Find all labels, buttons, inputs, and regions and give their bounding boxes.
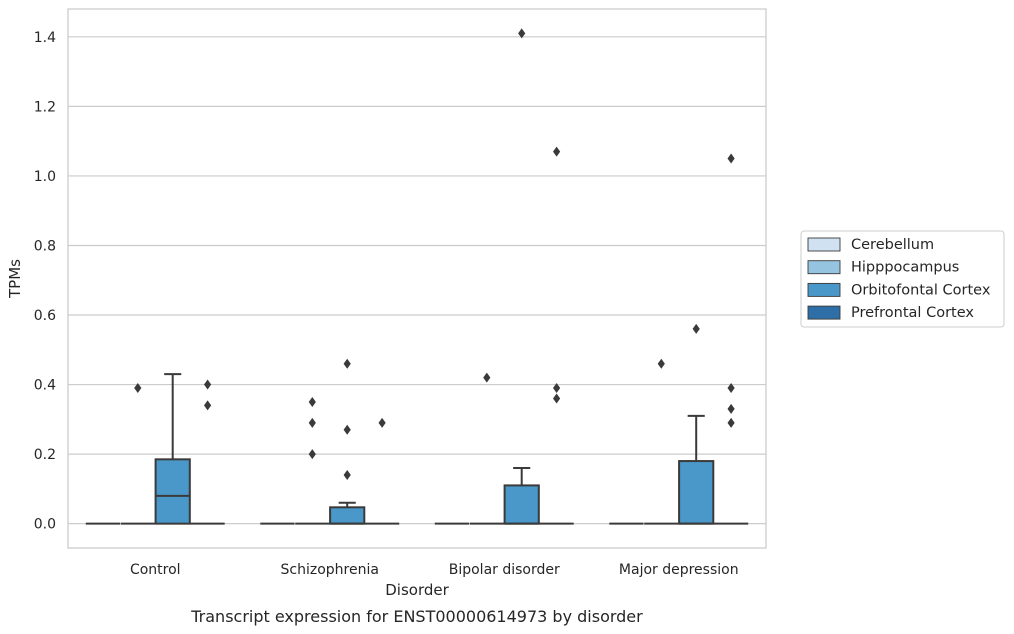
outlier-point: [657, 358, 665, 369]
legend-swatch: [807, 260, 841, 275]
box-orbitofontal-cortex: [503, 467, 540, 525]
legend-label: Hipppocampus: [851, 260, 959, 276]
box-orbitofontal-cortex: [678, 414, 715, 525]
legend-label: Orbitofontal Cortex: [851, 282, 991, 298]
outlier-point: [308, 417, 316, 428]
y-tick-label: 1.2: [34, 99, 56, 115]
y-tick-label: 0.6: [34, 308, 56, 324]
x-tick-label: Control: [130, 562, 181, 578]
chart-caption: Transcript expression for ENST0000061497…: [190, 607, 643, 626]
x-tick-label: Bipolar disorder: [449, 562, 560, 578]
legend-items: Cerebellum Hipppocampus Orbitofontal Corte…: [807, 237, 991, 321]
outlier-point: [518, 28, 526, 39]
x-axis-title: Disorder: [385, 581, 449, 599]
box-orbitofontal-cortex: [154, 373, 191, 525]
outlier-point: [727, 403, 735, 414]
y-tick-label: 0.2: [34, 447, 56, 463]
outlier-point: [343, 358, 351, 369]
legend-label: Cerebellum: [851, 237, 934, 253]
outlier-point: [134, 383, 142, 394]
x-tick-labels: Control Schizophrenia Bipolar disorder Majo…: [130, 562, 739, 578]
y-tick-label: 0.4: [34, 378, 56, 394]
outlier-point: [553, 383, 561, 394]
legend-item: Cerebellum: [807, 237, 934, 253]
outlier-point: [204, 379, 212, 390]
legend-swatch: [807, 305, 841, 320]
legend-item: Prefrontal Cortex: [807, 305, 974, 321]
box-body: [678, 460, 715, 525]
y-axis-title: TPMs: [6, 259, 24, 299]
outlier-point: [483, 372, 491, 383]
outlier-point: [308, 449, 316, 460]
outlier-point: [343, 469, 351, 480]
box-body: [329, 506, 366, 525]
outlier-points: [134, 28, 735, 480]
y-tick-labels: 0.0 0.2 0.4 0.6 0.8 1.0 1.2 1.4: [34, 30, 56, 533]
x-tick-label: Major depression: [619, 562, 739, 578]
legend-label: Prefrontal Cortex: [851, 305, 974, 321]
box-body: [503, 484, 540, 525]
legend-swatch: [807, 282, 841, 297]
outlier-point: [692, 323, 700, 334]
outlier-point: [727, 153, 735, 164]
y-tick-label: 0.8: [34, 238, 56, 254]
box-orbitofontal-cortex: [329, 501, 366, 525]
outlier-point: [727, 417, 735, 428]
x-tick-label: Schizophrenia: [281, 562, 379, 578]
legend: Cerebellum Hipppocampus Orbitofontal Corte…: [800, 230, 1005, 328]
legend-item: Hipppocampus: [807, 260, 959, 276]
outlier-point: [343, 424, 351, 435]
outlier-point: [727, 383, 735, 394]
outlier-point: [308, 396, 316, 407]
legend-frame: [800, 230, 1005, 328]
y-tick-label: 1.0: [34, 169, 56, 185]
box-plots: [85, 373, 749, 525]
y-tick-label: 1.4: [34, 30, 56, 46]
legend-item: Orbitofontal Cortex: [807, 282, 991, 298]
plot-area-frame: [67, 8, 767, 549]
outlier-point: [378, 417, 386, 428]
outlier-point: [204, 400, 212, 411]
legend-swatch: [807, 237, 841, 252]
outlier-point: [553, 146, 561, 157]
y-tick-label: 0.0: [34, 517, 56, 533]
outlier-point: [553, 393, 561, 404]
grid-lines: [68, 36, 766, 525]
box-body: [154, 458, 191, 525]
